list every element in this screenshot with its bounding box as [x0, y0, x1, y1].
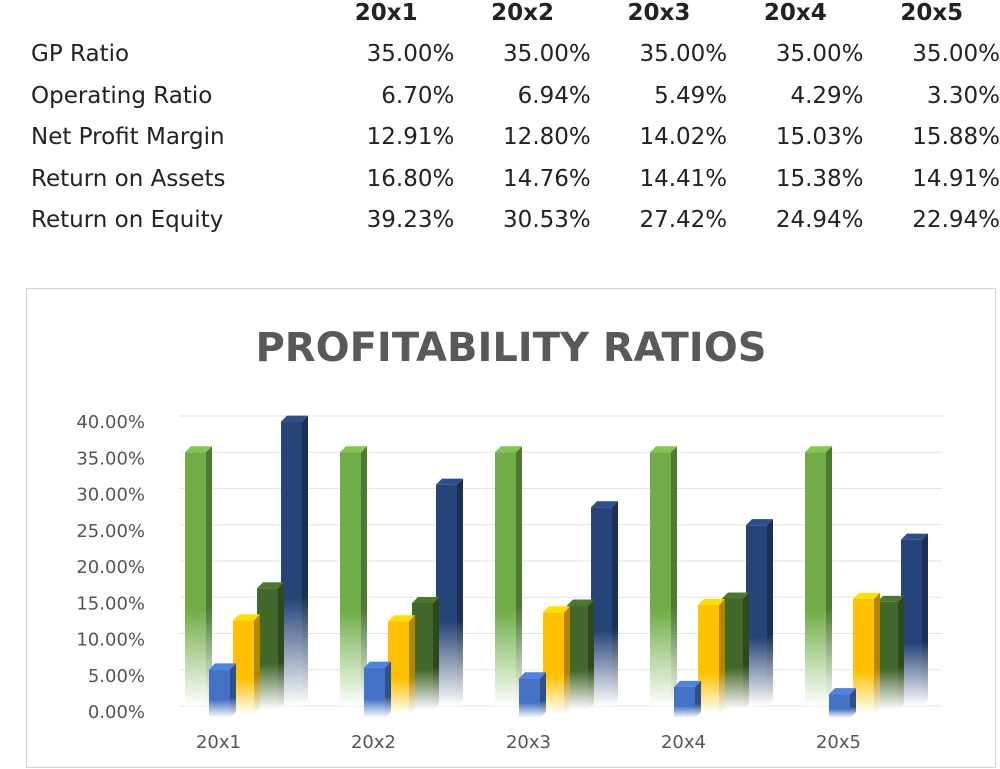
table-cell: 4.29%	[790, 82, 864, 109]
x-tick-label: 20x3	[506, 732, 551, 753]
y-tick-label: 10.00%	[76, 630, 145, 651]
table-cell: 14.76%	[503, 165, 591, 192]
y-tick-label: 0.00%	[88, 702, 145, 723]
y-tick-label: 25.00%	[76, 521, 145, 542]
column-header: 20x2	[491, 0, 554, 26]
table-cell: 39.23%	[366, 207, 455, 234]
x-axis-labels: 20x1 20x2 20x3 20x4 20x5	[196, 732, 861, 753]
bar-return-on-equity-20x4	[746, 519, 773, 706]
y-tick-label: 35.00%	[76, 448, 145, 469]
y-axis-ticks: 0.00% 5.00% 10.00% 15.00% 20.00% 25.00% 30.00%…	[76, 412, 145, 723]
x-tick-label: 20x2	[351, 732, 396, 753]
bar-net-profit-margin-20x2	[388, 615, 415, 714]
bar-return-on-equity-20x3	[591, 501, 618, 706]
y-tick-label: 20.00%	[76, 557, 145, 578]
table-cell: 35.00%	[912, 41, 1000, 68]
table-cell: 35.00%	[503, 41, 591, 68]
y-tick-label: 5.00%	[88, 666, 145, 687]
chart-title: PROFITABILITY RATIOS	[255, 325, 766, 371]
table-cell: 12.91%	[366, 124, 455, 151]
table-cell: 15.88%	[912, 124, 1000, 151]
table-cell: 3.30%	[926, 82, 1000, 109]
table-header-corner	[22, 0, 318, 34]
row-label: Net Profit Margin	[31, 124, 225, 151]
table-cell: 35.00%	[366, 41, 455, 68]
ratio-table: 20x1 20x2 20x3 20x4 20x5 GP Ratio 35.00%…	[22, 0, 1000, 241]
row-label: Return on Assets	[31, 165, 226, 192]
table-row: Return on Assets 16.80% 14.76% 14.41% 15…	[22, 158, 1000, 200]
chart-container: PROFITABILITY RATIOS 0.00% 5.00% 10.00% 15.…	[26, 288, 996, 768]
x-tick-label: 20x1	[196, 732, 241, 753]
bar-return-on-assets-20x3	[567, 599, 594, 710]
bar-gp-ratio-20x1	[185, 446, 212, 706]
table-cell: 22.94%	[912, 207, 1000, 234]
row-label: GP Ratio	[31, 41, 130, 68]
table-cell: 14.41%	[639, 165, 728, 192]
column-header: 20x5	[900, 0, 964, 26]
table-cell: 35.00%	[639, 41, 728, 68]
table-cell: 35.00%	[775, 41, 864, 68]
y-tick-label: 15.00%	[76, 593, 145, 614]
table-cell: 15.38%	[775, 165, 864, 192]
bar-return-on-equity-20x5	[901, 533, 928, 706]
bar-gp-ratio-20x2	[340, 446, 367, 706]
column-header: 20x4	[763, 0, 827, 26]
bar-operating-ratio-20x3	[519, 672, 546, 718]
table-cell: 14.91%	[912, 165, 1000, 192]
x-tick-label: 20x5	[816, 732, 861, 753]
bar-gp-ratio-20x3	[495, 446, 522, 706]
y-tick-label: 30.00%	[76, 485, 145, 506]
bar-operating-ratio-20x2	[364, 661, 391, 718]
bar-operating-ratio-20x5	[829, 688, 856, 718]
table-cell: 6.70%	[381, 82, 455, 109]
bar-gp-ratio-20x5	[805, 446, 832, 706]
table-cell: 24.94%	[775, 207, 864, 234]
bar-net-profit-margin-20x4	[698, 599, 725, 714]
bar-return-on-equity-20x1	[281, 415, 308, 706]
table-cell: 30.53%	[503, 207, 591, 234]
table-row: Return on Equity 39.23% 30.53% 27.42% 24…	[22, 200, 1000, 242]
y-tick-label: 40.00%	[76, 412, 145, 433]
bar-return-on-equity-20x2	[436, 478, 463, 706]
bar-return-on-assets-20x4	[722, 592, 749, 710]
table-cell: 14.02%	[639, 124, 728, 151]
bar-return-on-assets-20x2	[412, 596, 439, 710]
bar-net-profit-margin-20x5	[853, 592, 880, 714]
table-header-row: 20x1 20x2 20x3 20x4 20x5	[22, 0, 1000, 34]
table-row: Operating Ratio 6.70% 6.94% 5.49% 4.29% …	[22, 75, 1000, 117]
x-tick-label: 20x4	[661, 732, 706, 753]
bar-return-on-assets-20x5	[877, 595, 904, 710]
bar-net-profit-margin-20x1	[233, 614, 260, 714]
profitability-chart: PROFITABILITY RATIOS 0.00% 5.00% 10.00% 15.…	[76, 325, 942, 753]
table-cell: 16.80%	[366, 165, 455, 192]
row-label: Return on Equity	[31, 207, 224, 234]
table-row: Net Profit Margin 12.91% 12.80% 14.02% 1…	[22, 117, 1000, 159]
bar-net-profit-margin-20x3	[543, 606, 570, 714]
column-header: 20x3	[627, 0, 691, 26]
table-cell: 15.03%	[775, 124, 864, 151]
bar-gp-ratio-20x4	[650, 446, 677, 706]
row-label: Operating Ratio	[31, 82, 213, 109]
table-row: GP Ratio 35.00% 35.00% 35.00% 35.00% 35.…	[22, 34, 1000, 76]
table-cell: 12.80%	[503, 124, 591, 151]
bar-operating-ratio-20x1	[209, 663, 236, 718]
table-cell: 5.49%	[654, 82, 728, 109]
column-header: 20x1	[354, 0, 418, 26]
table-cell: 6.94%	[517, 82, 591, 109]
table-cell: 27.42%	[639, 207, 728, 234]
bar-operating-ratio-20x4	[674, 680, 701, 718]
bar-return-on-assets-20x1	[257, 582, 284, 710]
bars	[185, 415, 928, 718]
